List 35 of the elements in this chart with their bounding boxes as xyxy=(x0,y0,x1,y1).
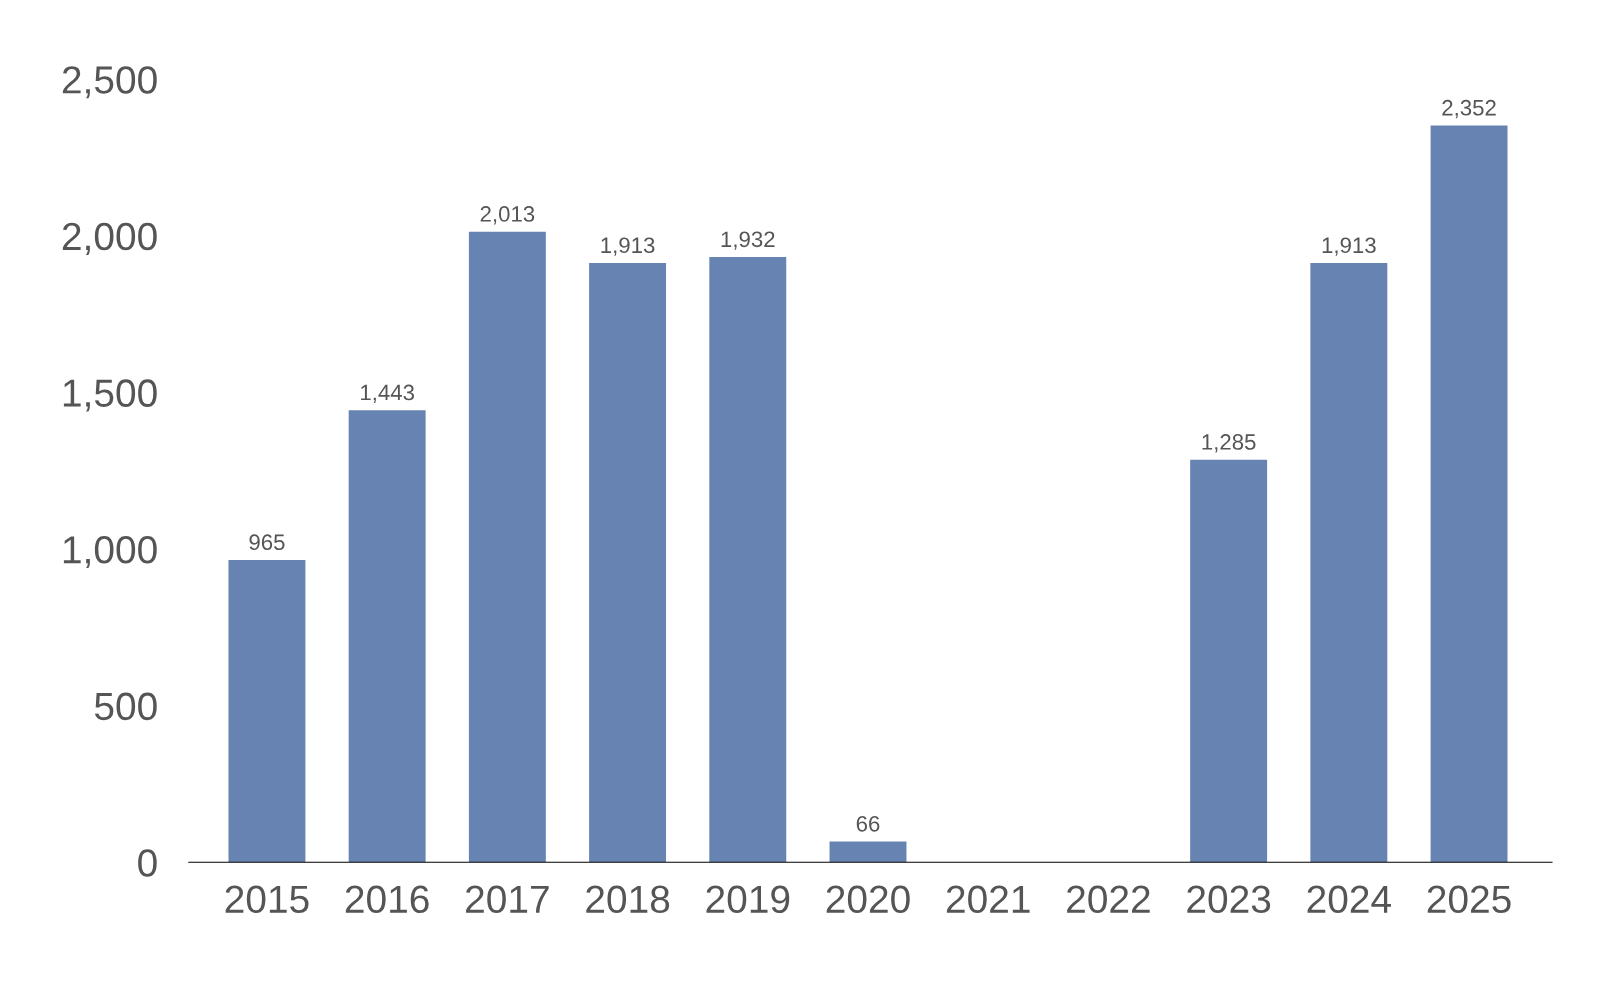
x-tick-label: 2020 xyxy=(826,885,910,914)
x-tick-label: 2019 xyxy=(706,885,790,914)
data-label: 1,285 xyxy=(1202,434,1256,453)
y-tick-label: 500 xyxy=(94,692,157,721)
bar xyxy=(1310,263,1388,863)
y-tick-label: 1,500 xyxy=(63,379,157,412)
x-tick-label: 2018 xyxy=(586,885,670,914)
x-tick-label: 2017 xyxy=(466,885,549,914)
data-label: 1,913 xyxy=(1322,237,1376,256)
bar xyxy=(589,263,667,863)
x-tick-label: 2015 xyxy=(225,885,309,914)
bar xyxy=(228,560,306,863)
data-label: 2,352 xyxy=(1442,99,1496,119)
x-tick-label: 2022 xyxy=(1067,885,1150,914)
y-tick-label: 2,000 xyxy=(62,222,157,255)
bar xyxy=(709,257,787,863)
y-tick-label: 2,500 xyxy=(62,66,157,99)
data-label: 2,013 xyxy=(480,206,535,225)
data-label: 1,443 xyxy=(361,384,414,403)
data-label: 965 xyxy=(249,534,285,551)
bar xyxy=(1430,125,1508,863)
x-tick-label: 2025 xyxy=(1427,885,1511,914)
y-tick-label: 1,000 xyxy=(63,535,157,569)
bar xyxy=(829,841,907,863)
data-label: 1,932 xyxy=(721,231,775,250)
bar xyxy=(468,231,546,863)
bar xyxy=(1190,459,1268,863)
x-tick-label: 2016 xyxy=(345,885,429,914)
x-tick-label: 2021 xyxy=(946,885,1030,914)
data-label: 66 xyxy=(856,815,880,832)
x-tick-label: 2024 xyxy=(1307,885,1391,914)
x-tick-label: 2023 xyxy=(1187,885,1271,914)
y-tick-label: 0 xyxy=(138,849,157,877)
data-label: 1,913 xyxy=(601,237,655,256)
bar xyxy=(348,410,426,863)
